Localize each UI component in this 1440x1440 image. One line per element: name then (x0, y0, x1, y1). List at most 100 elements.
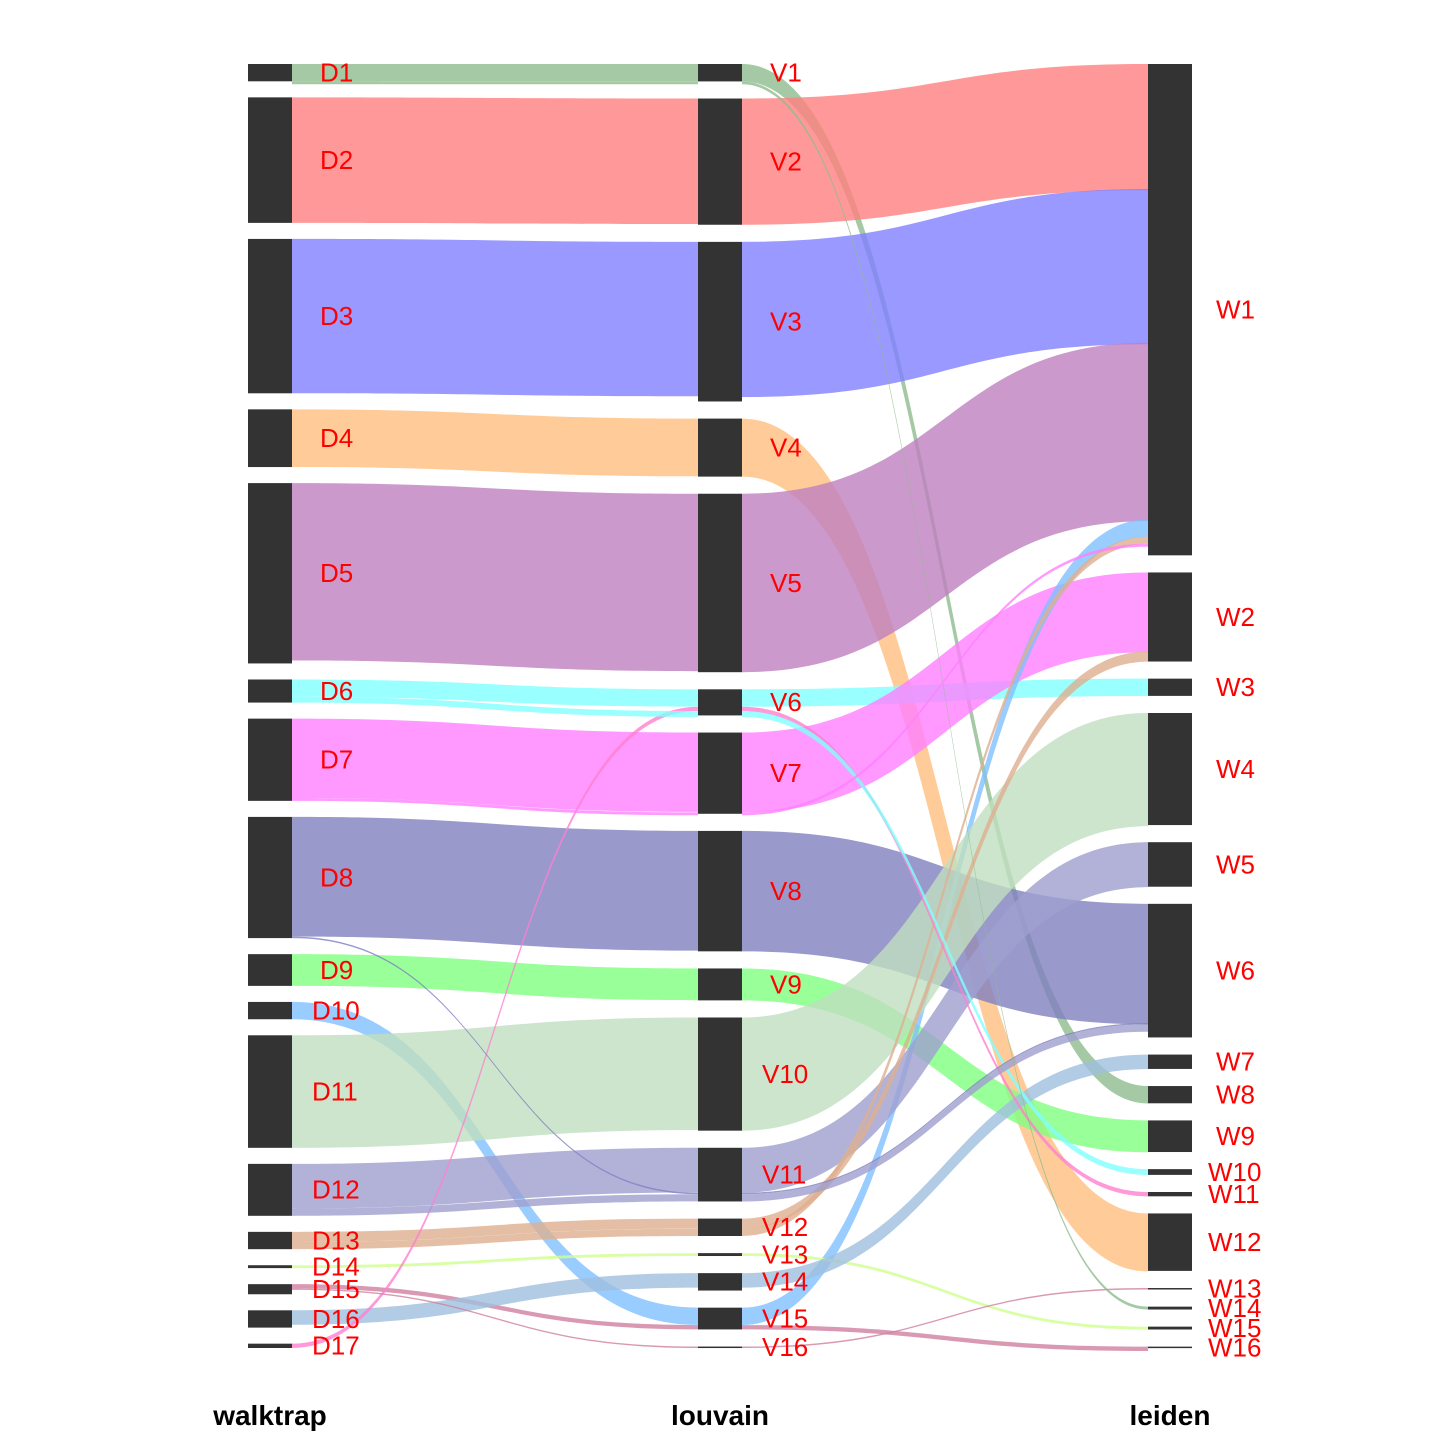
stratum-d16 (248, 1310, 292, 1328)
flow-d12-v11 (292, 1194, 698, 1216)
flow-v10-w4 (742, 713, 1148, 1131)
stratum-d3 (248, 238, 292, 394)
flow-v11-w6 (742, 1023, 1148, 1195)
flow-d17-v6 (292, 706, 698, 1348)
stratum-label-v6: V6 (770, 687, 802, 717)
stratum-label-v9: V9 (770, 969, 802, 999)
stratum-label-w16: W16 (1208, 1332, 1261, 1362)
stratum-label-d11: D11 (312, 1076, 358, 1106)
flow-d13-v12 (292, 1218, 698, 1242)
stratum-w4 (1148, 713, 1192, 826)
stratum-d17 (248, 1343, 292, 1348)
stratum-label-v12: V12 (762, 1212, 808, 1242)
stratum-w2 (1148, 572, 1192, 662)
stratum-label-d16: D16 (312, 1304, 360, 1334)
stratum-v16 (698, 1346, 742, 1349)
stratum-label-d15: D15 (312, 1274, 360, 1304)
flow-v6-w10 (742, 711, 1148, 1175)
flow-v14-w7 (742, 1054, 1148, 1288)
flow-v1-w14 (742, 81, 1148, 1310)
flow-d4-v4 (292, 409, 698, 477)
stratum-w12 (1148, 1213, 1192, 1271)
stratum-label-w2: W2 (1216, 602, 1255, 632)
stratum-v9 (698, 968, 742, 1001)
flow-v16-w13 (742, 1288, 1148, 1348)
flow-v2-w1 (742, 64, 1148, 225)
flow-v4-w12 (742, 418, 1148, 1272)
stratum-label-v13: V13 (762, 1239, 808, 1269)
stratum-label-w12: W12 (1208, 1227, 1261, 1257)
stratum-d7 (248, 718, 292, 801)
stratum-labels: D1 D2 D3 D4 D5 D6 D7 D8 D9 D10 D11 D12 D13D14D15D16D… (312, 58, 1261, 1363)
stratum-v12 (698, 1218, 742, 1236)
stratum-d11 (248, 1035, 292, 1148)
axis-label-leiden: leiden (1130, 1400, 1211, 1431)
flow-d15-v16 (292, 1288, 698, 1348)
stratum-w9 (1148, 1120, 1192, 1153)
stratum-label-v14: V14 (762, 1267, 808, 1297)
flows (292, 64, 1148, 1351)
stratum-label-w13: W13 (1208, 1274, 1261, 1304)
stratum-label-v2: V2 (770, 147, 802, 177)
stratum-label-w4: W4 (1216, 754, 1255, 784)
flow-v13-w15 (742, 1253, 1148, 1330)
flow-v6-w11 (742, 706, 1148, 1197)
stratum-label-v8: V8 (770, 876, 802, 906)
flow-d16-v14 (292, 1273, 698, 1325)
flow-v3-w1 (742, 188, 1148, 398)
flow-v7-w1 (742, 543, 1148, 816)
flow-d3-v3 (292, 238, 698, 397)
stratum-d6 (248, 679, 292, 703)
stratum-label-d10: D10 (312, 995, 360, 1025)
flow-v7-w2 (742, 572, 1148, 813)
stratum-d13 (248, 1231, 292, 1250)
stratum-label-v7: V7 (770, 758, 802, 788)
stratum-label-w10: W10 (1208, 1157, 1261, 1187)
stratum-label-d8: D8 (320, 862, 353, 892)
strata (248, 64, 1192, 1349)
stratum-v3 (698, 241, 742, 402)
flow-d7-v7 (292, 718, 698, 812)
stratum-v13 (698, 1253, 742, 1257)
stratum-w14 (1148, 1306, 1192, 1310)
stratum-label-w9: W9 (1216, 1121, 1255, 1151)
stratum-label-v15: V15 (762, 1303, 808, 1333)
flow-d8-v8 (292, 816, 698, 951)
stratum-label-v3: V3 (770, 307, 802, 337)
stratum-w3 (1148, 678, 1192, 696)
stratum-v10 (698, 1017, 742, 1131)
stratum-w5 (1148, 842, 1192, 887)
stratum-w6 (1148, 903, 1192, 1038)
axis-label-louvain: louvain (671, 1400, 769, 1431)
stratum-label-w7: W7 (1216, 1047, 1255, 1077)
stratum-w8 (1148, 1086, 1192, 1104)
stratum-v7 (698, 732, 742, 814)
stratum-v4 (698, 418, 742, 477)
stratum-v2 (698, 98, 742, 225)
stratum-label-d4: D4 (320, 423, 353, 453)
flow-v5-w1 (742, 342, 1148, 673)
stratum-label-v10: V10 (762, 1059, 808, 1089)
flow-d11-v10 (292, 1017, 698, 1148)
flow-d5-v5 (292, 483, 698, 672)
stratum-label-d1: D1 (320, 58, 353, 88)
flow-d14-v13 (292, 1253, 698, 1269)
stratum-label-v1: V1 (770, 58, 802, 88)
stratum-d1 (248, 64, 292, 82)
stratum-w13 (1148, 1288, 1192, 1290)
stratum-label-d12: D12 (312, 1175, 360, 1205)
stratum-label-w8: W8 (1216, 1080, 1255, 1110)
flow-d7-v7 (292, 797, 698, 816)
stratum-d12 (248, 1163, 292, 1216)
stratum-w15 (1148, 1326, 1192, 1330)
axis-label-walktrap: walktrap (212, 1400, 327, 1431)
flow-d6-v6 (292, 696, 698, 717)
stratum-label-w6: W6 (1216, 956, 1255, 986)
stratum-v8 (698, 830, 742, 952)
stratum-label-d14: D14 (312, 1252, 360, 1282)
stratum-label-d5: D5 (320, 558, 353, 588)
flow-d1-v1 (292, 81, 698, 85)
stratum-v14 (698, 1273, 742, 1291)
stratum-label-d7: D7 (320, 745, 353, 775)
